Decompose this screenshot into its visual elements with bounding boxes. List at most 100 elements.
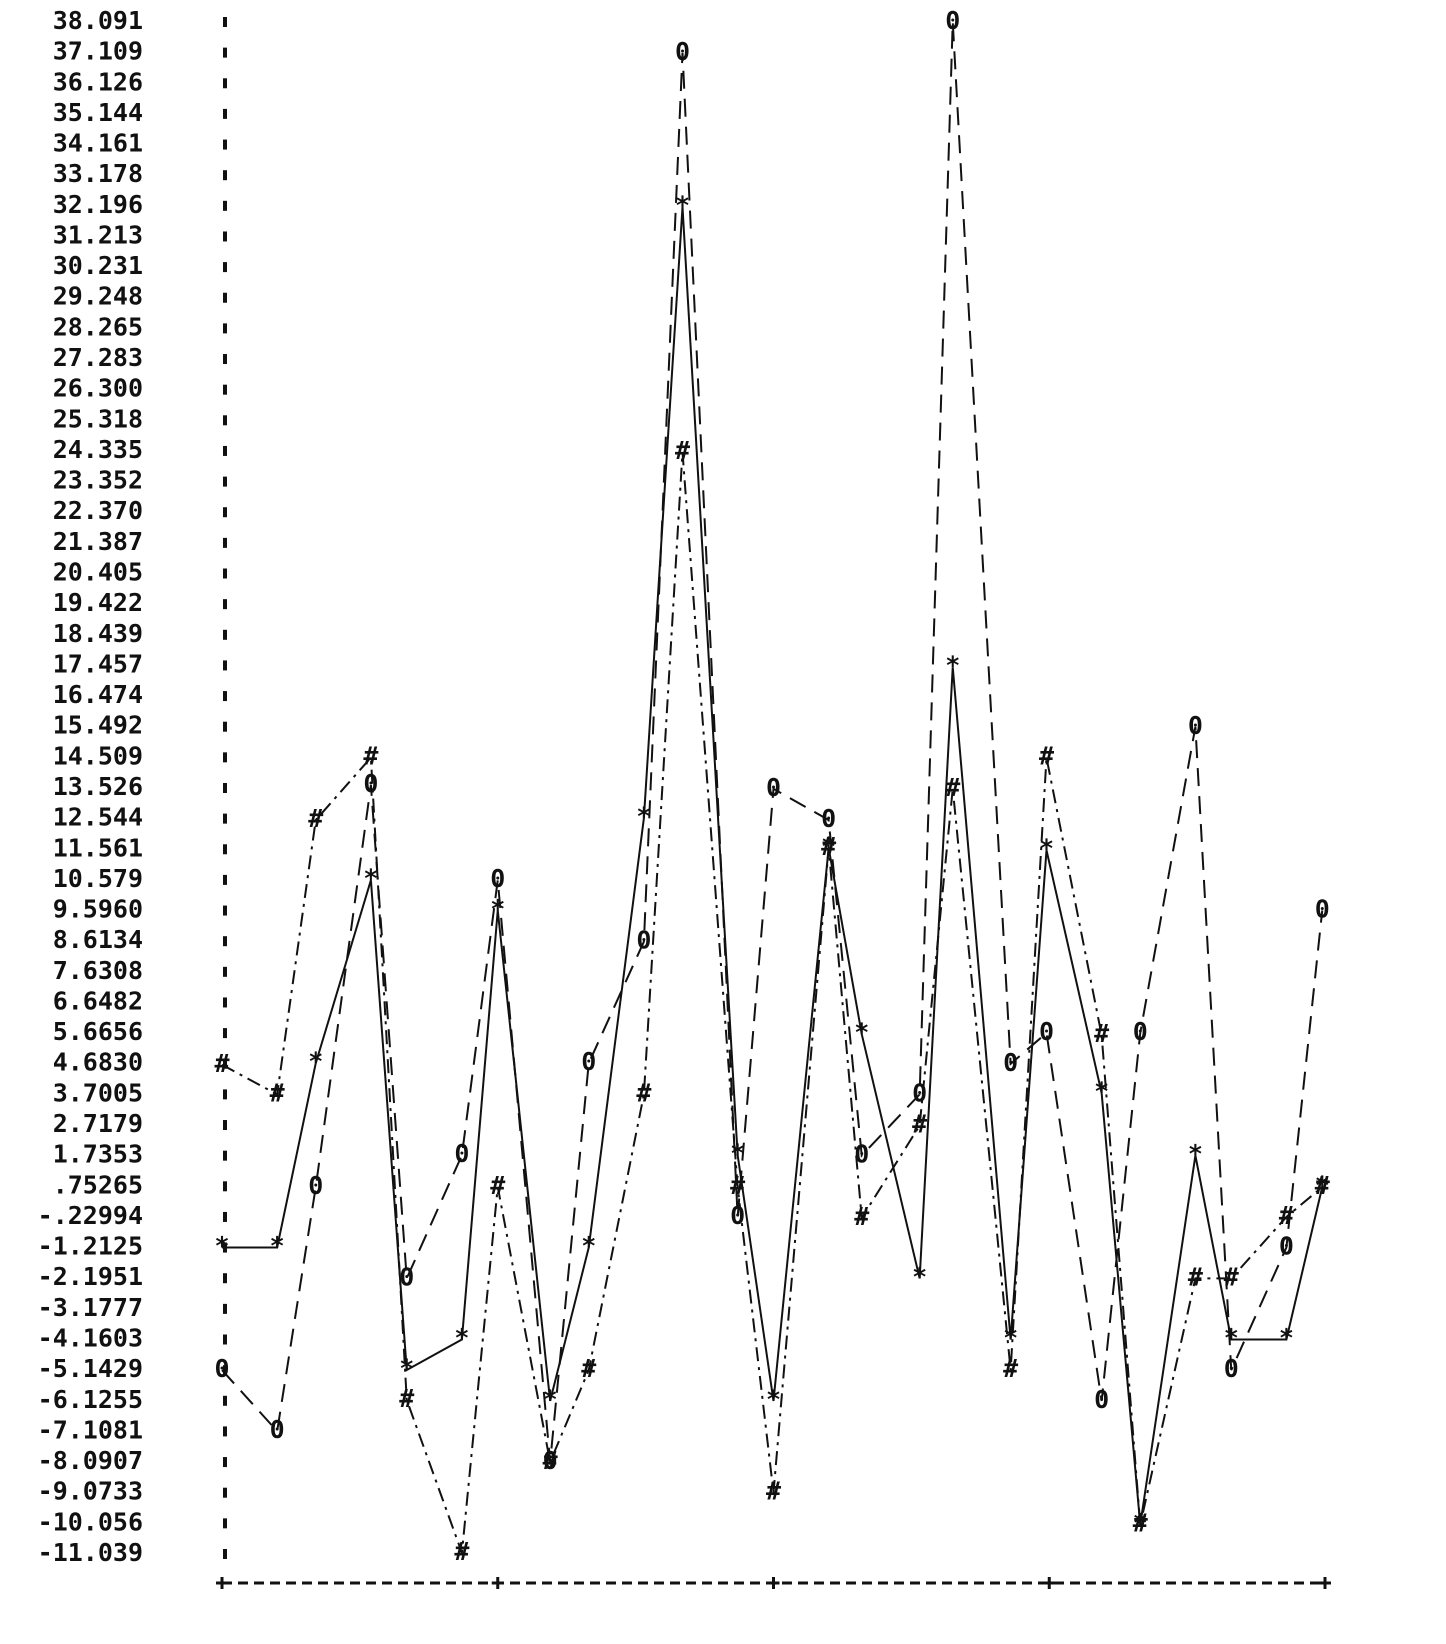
- point-marker: #: [912, 1110, 927, 1139]
- point-marker: 0: [730, 1201, 745, 1230]
- point-marker: 0: [1133, 1017, 1148, 1046]
- point-marker: 0: [766, 773, 781, 802]
- y-tick-label: 23.352: [53, 466, 143, 495]
- point-marker: *: [1133, 1509, 1148, 1538]
- series-line: [221, 451, 1323, 1554]
- y-tick-label: -4.1603: [38, 1324, 143, 1353]
- point-marker: #: [399, 1384, 414, 1413]
- point-marker: 0: [945, 6, 960, 35]
- point-marker: *: [581, 1232, 596, 1261]
- y-tick-label: 9.5960: [53, 895, 143, 924]
- y-tick-label: 14.509: [53, 741, 143, 770]
- y-tick-label: -7.1081: [38, 1415, 143, 1444]
- point-marker: #: [363, 742, 378, 771]
- point-marker: *: [1188, 1140, 1203, 1169]
- point-marker: *: [1003, 1323, 1018, 1352]
- point-marker: 0: [454, 1139, 469, 1168]
- y-tick-label: -1.2125: [38, 1232, 143, 1261]
- point-marker: 0: [636, 926, 651, 955]
- y-tick-label: 18.439: [53, 619, 143, 648]
- y-tick-label: 28.265: [53, 312, 143, 341]
- point-marker: *: [454, 1323, 469, 1352]
- point-marker: 0: [543, 1446, 558, 1475]
- series-line: [221, 21, 1324, 1463]
- y-tick-label: -6.1255: [38, 1385, 143, 1414]
- point-marker: *: [821, 832, 836, 861]
- y-tick-label: -9.0733: [38, 1477, 143, 1506]
- point-marker: *: [543, 1385, 558, 1414]
- y-tick-label: 32.196: [53, 190, 143, 219]
- y-tick-label: 6.6482: [53, 986, 143, 1015]
- point-marker: *: [214, 1232, 229, 1261]
- point-marker: #: [1094, 1019, 1109, 1048]
- point-marker: 0: [581, 1047, 596, 1076]
- y-tick-label: -11.039: [38, 1538, 143, 1567]
- point-marker: #: [730, 1171, 745, 1200]
- point-marker: 0: [399, 1262, 414, 1291]
- point-marker: #: [636, 1078, 651, 1107]
- point-marker: #: [1188, 1262, 1203, 1291]
- point-marker: *: [270, 1232, 285, 1261]
- point-marker: 0: [490, 864, 505, 893]
- point-marker: *: [1224, 1323, 1239, 1352]
- point-marker: *: [636, 802, 651, 831]
- point-marker: *: [854, 1018, 869, 1047]
- point-marker: 0: [912, 1078, 927, 1107]
- point-marker: #: [1003, 1354, 1018, 1383]
- point-marker: 0: [1003, 1048, 1018, 1077]
- point-marker: *: [945, 651, 960, 680]
- y-tick-label: 31.213: [53, 220, 143, 249]
- point-marker: *: [1094, 1077, 1109, 1106]
- point-marker: #: [1224, 1262, 1239, 1291]
- point-marker: #: [270, 1078, 285, 1107]
- y-tick-label: 21.387: [53, 527, 143, 556]
- y-tick-label: 35.144: [53, 98, 143, 127]
- point-marker: *: [912, 1262, 927, 1291]
- y-tick-label: 22.370: [53, 496, 143, 525]
- y-tick-label: 17.457: [53, 649, 143, 678]
- point-marker: *: [1315, 1171, 1330, 1200]
- y-tick-label: 5.6656: [53, 1017, 143, 1046]
- point-marker: 0: [1315, 894, 1330, 923]
- point-marker: 0: [854, 1140, 869, 1169]
- y-tick-label: 25.318: [53, 404, 143, 433]
- point-marker: #: [1279, 1201, 1294, 1230]
- point-marker: #: [1133, 1509, 1148, 1538]
- x-tick-mark: [1319, 1577, 1331, 1589]
- point-marker: 0: [1039, 1017, 1054, 1046]
- y-tick-label: .75265: [53, 1170, 143, 1199]
- point-marker: *: [675, 191, 690, 220]
- y-tick-label: 30.231: [53, 251, 143, 280]
- point-marker: #: [1315, 1171, 1330, 1200]
- point-marker: #: [581, 1354, 596, 1383]
- y-tick-label: 26.300: [53, 374, 143, 403]
- point-marker: 0: [214, 1354, 229, 1383]
- y-tick-label: -.22994: [38, 1201, 143, 1230]
- point-marker: 0: [1279, 1232, 1294, 1261]
- point-marker: #: [945, 773, 960, 802]
- point-marker: 0: [1224, 1354, 1239, 1383]
- y-tick-label: -3.1777: [38, 1293, 143, 1322]
- y-tick-label: 7.6308: [53, 956, 143, 985]
- point-marker: #: [675, 436, 690, 465]
- y-tick-label: 1.7353: [53, 1140, 143, 1169]
- y-tick-label: -10.056: [38, 1507, 143, 1536]
- point-marker: *: [308, 1047, 323, 1076]
- y-tick-label: 34.161: [53, 129, 143, 158]
- y-tick-label: 27.283: [53, 343, 143, 372]
- point-marker: 0: [675, 37, 690, 66]
- y-tick-label: 8.6134: [53, 925, 143, 954]
- y-tick-label: 10.579: [53, 864, 143, 893]
- y-tick-label: 38.091: [53, 6, 143, 35]
- point-marker: #: [821, 832, 836, 861]
- point-marker: *: [399, 1354, 414, 1383]
- series-line: [222, 206, 1324, 1525]
- point-marker: 0: [270, 1415, 285, 1444]
- point-marker: *: [1039, 834, 1054, 863]
- x-tick-mark: [767, 1577, 780, 1589]
- y-tick-label: 13.526: [53, 772, 143, 801]
- y-tick-label: -5.1429: [38, 1354, 143, 1383]
- y-tick-label: 20.405: [53, 557, 143, 586]
- point-marker: #: [854, 1202, 869, 1231]
